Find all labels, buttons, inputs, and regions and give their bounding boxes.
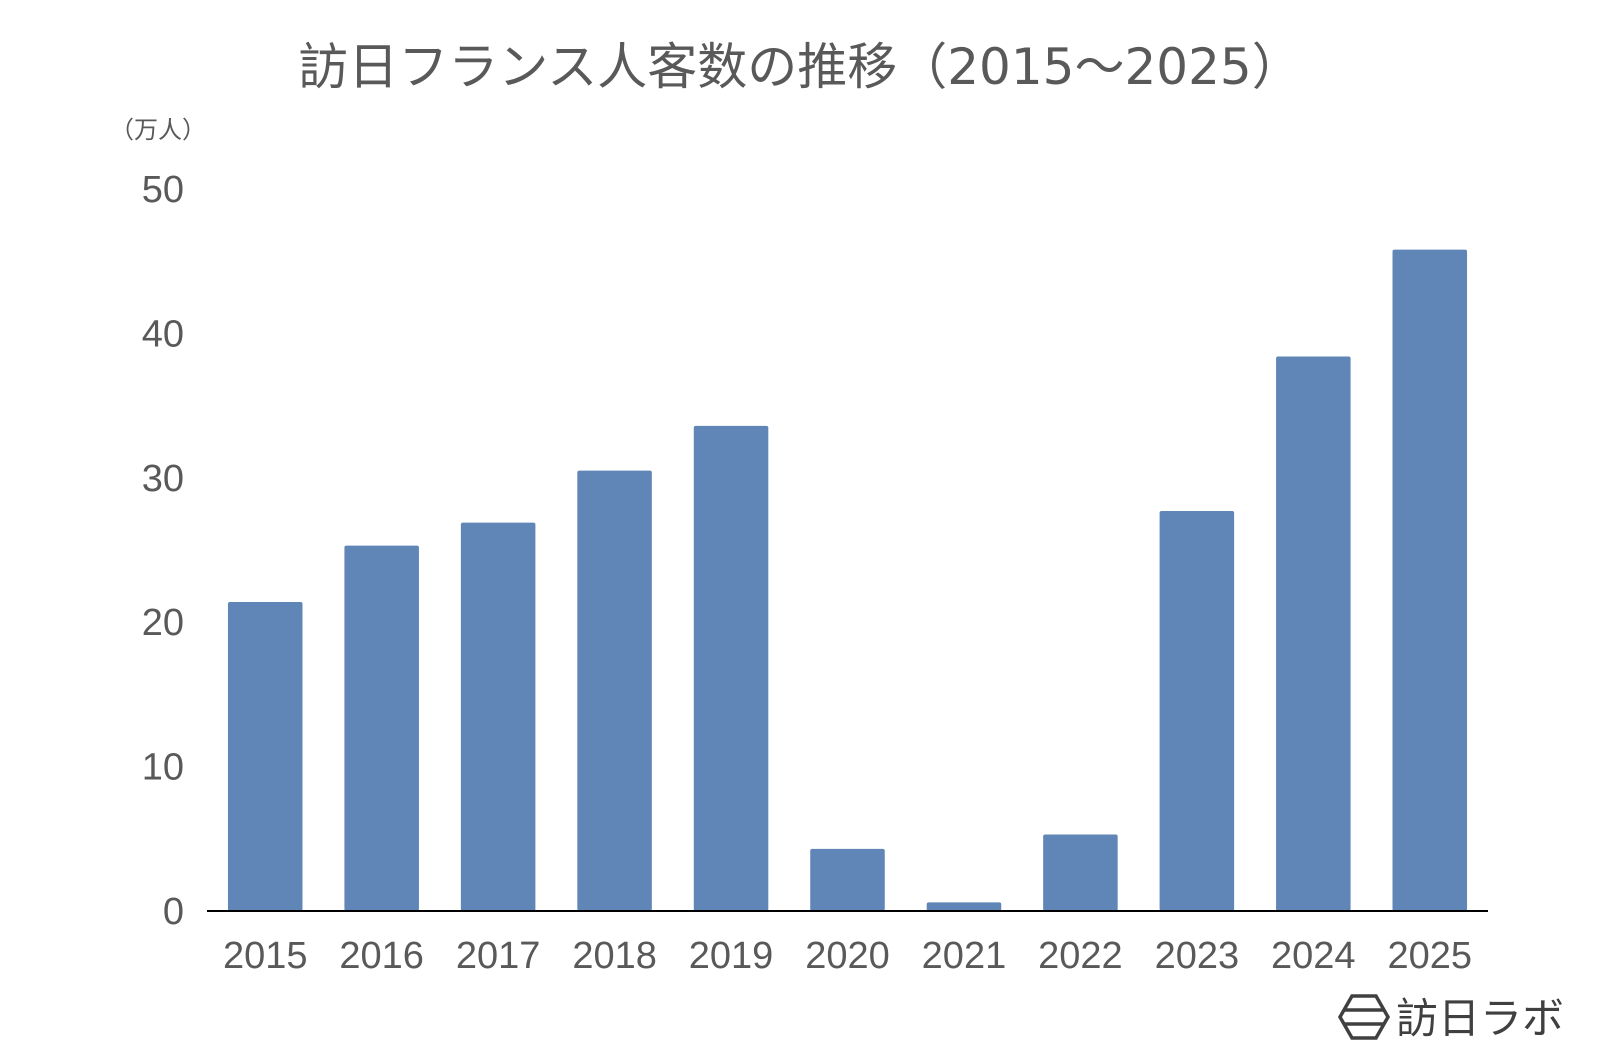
x-tick-label: 2020: [805, 935, 890, 977]
bar-2019: [693, 425, 769, 911]
y-tick-label: 20: [142, 602, 184, 644]
bar-2017: [460, 522, 536, 911]
x-tick-label: 2016: [339, 935, 424, 977]
x-tick-label: 2019: [689, 935, 774, 977]
x-tick-label: 2015: [223, 935, 308, 977]
y-tick-label: 0: [163, 891, 184, 933]
bar-2025: [1392, 249, 1468, 911]
bar-2021: [926, 902, 1002, 911]
bar-2016: [344, 545, 419, 911]
y-axis-unit-label: （万人）: [110, 116, 206, 144]
y-tick-label: 10: [142, 747, 184, 789]
x-tick-label: 2017: [456, 935, 541, 977]
y-tick-label: 30: [142, 458, 184, 500]
bar-2020: [810, 848, 885, 911]
hexagon-stripes-icon: [1337, 994, 1391, 1040]
logo: 訪日ラボ: [1337, 994, 1564, 1043]
y-tick-label: 40: [142, 313, 184, 355]
bar-2015: [227, 601, 303, 911]
x-tick-label: 2021: [922, 935, 1007, 977]
chart-title: 訪日フランス人客数の推移（2015〜2025）: [298, 38, 1302, 96]
bar-2023: [1159, 511, 1235, 911]
x-tick-label: 2022: [1038, 935, 1123, 977]
bar-2024: [1276, 356, 1351, 911]
x-tick-label: 2023: [1155, 935, 1240, 977]
x-axis-labels: 2015 2016 2017 2018 2019 2020 2021 2022 2023 2024…: [223, 935, 1472, 977]
logo-text: 訪日ラボ: [1396, 994, 1564, 1043]
y-tick-label: 50: [142, 169, 184, 211]
x-tick-label: 2018: [572, 935, 657, 977]
bar-2018: [577, 470, 652, 911]
y-axis-ticks: 0 10 20 30 40 50: [142, 169, 184, 933]
x-tick-label: 2024: [1271, 935, 1356, 977]
bars: [227, 249, 1468, 911]
x-tick-label: 2025: [1387, 935, 1472, 977]
bar-2022: [1043, 834, 1118, 911]
